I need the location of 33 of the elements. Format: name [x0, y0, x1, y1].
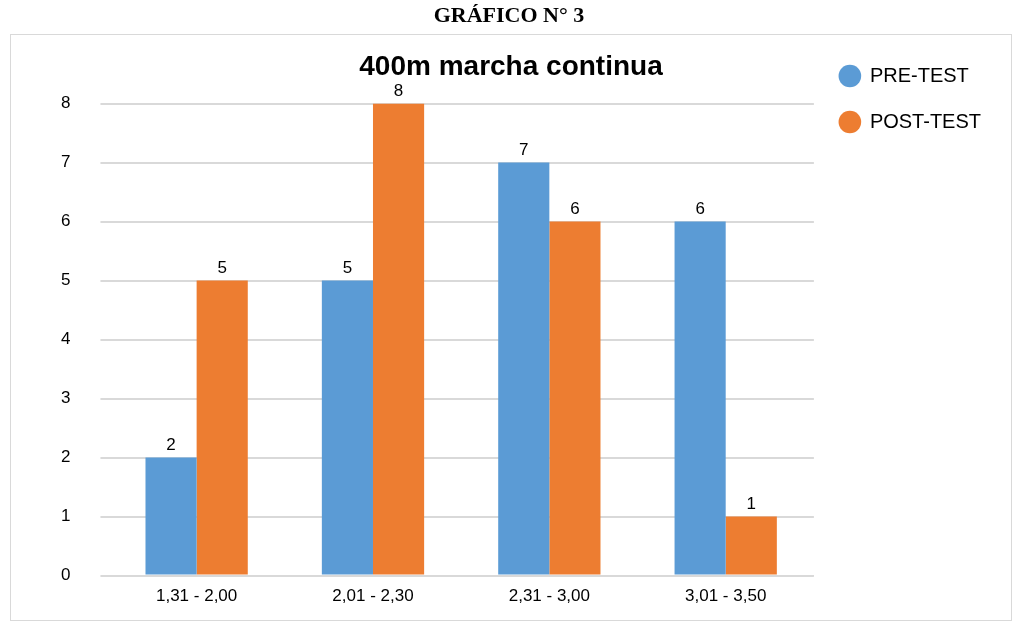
bar	[321, 280, 373, 575]
bar	[498, 162, 550, 575]
data-label: 1	[746, 493, 757, 513]
bar	[674, 221, 726, 575]
data-label: 2	[166, 434, 176, 454]
y-tick-label: 1	[60, 506, 71, 526]
bar	[145, 457, 197, 575]
data-label: 6	[695, 198, 705, 218]
y-tick-label: 3	[60, 388, 71, 408]
y-tick-label: 2	[60, 447, 71, 467]
y-tick-label: 5	[60, 270, 71, 290]
data-label: 6	[570, 198, 580, 218]
bar	[725, 516, 777, 575]
text: GRÁFICO N° 3	[432, 1, 586, 29]
x-tick-label: 2,31 - 3,00	[508, 586, 590, 606]
x-tick-label: 1,31 - 2,00	[155, 586, 238, 606]
y-tick-label: 4	[60, 329, 71, 349]
x-tick-label: 3,01 - 3,50	[685, 586, 767, 606]
data-label: 8	[393, 80, 404, 100]
bar	[372, 103, 425, 575]
chart-title: 400m marcha continua	[359, 49, 664, 81]
y-tick-label: 6	[60, 211, 71, 231]
y-tick-label: 8	[60, 93, 71, 113]
y-tick-label: 7	[60, 152, 71, 172]
data-label: 5	[342, 257, 353, 277]
legend-label: POST-TEST	[869, 109, 981, 132]
x-tick-label: 2,01 - 2,30	[332, 586, 414, 606]
data-label: 7	[519, 139, 529, 159]
legend-label: PRE-TEST	[869, 63, 969, 86]
bar	[196, 280, 248, 575]
data-label: 5	[217, 257, 227, 277]
y-tick-label: 0	[60, 565, 71, 585]
bar	[549, 221, 601, 575]
